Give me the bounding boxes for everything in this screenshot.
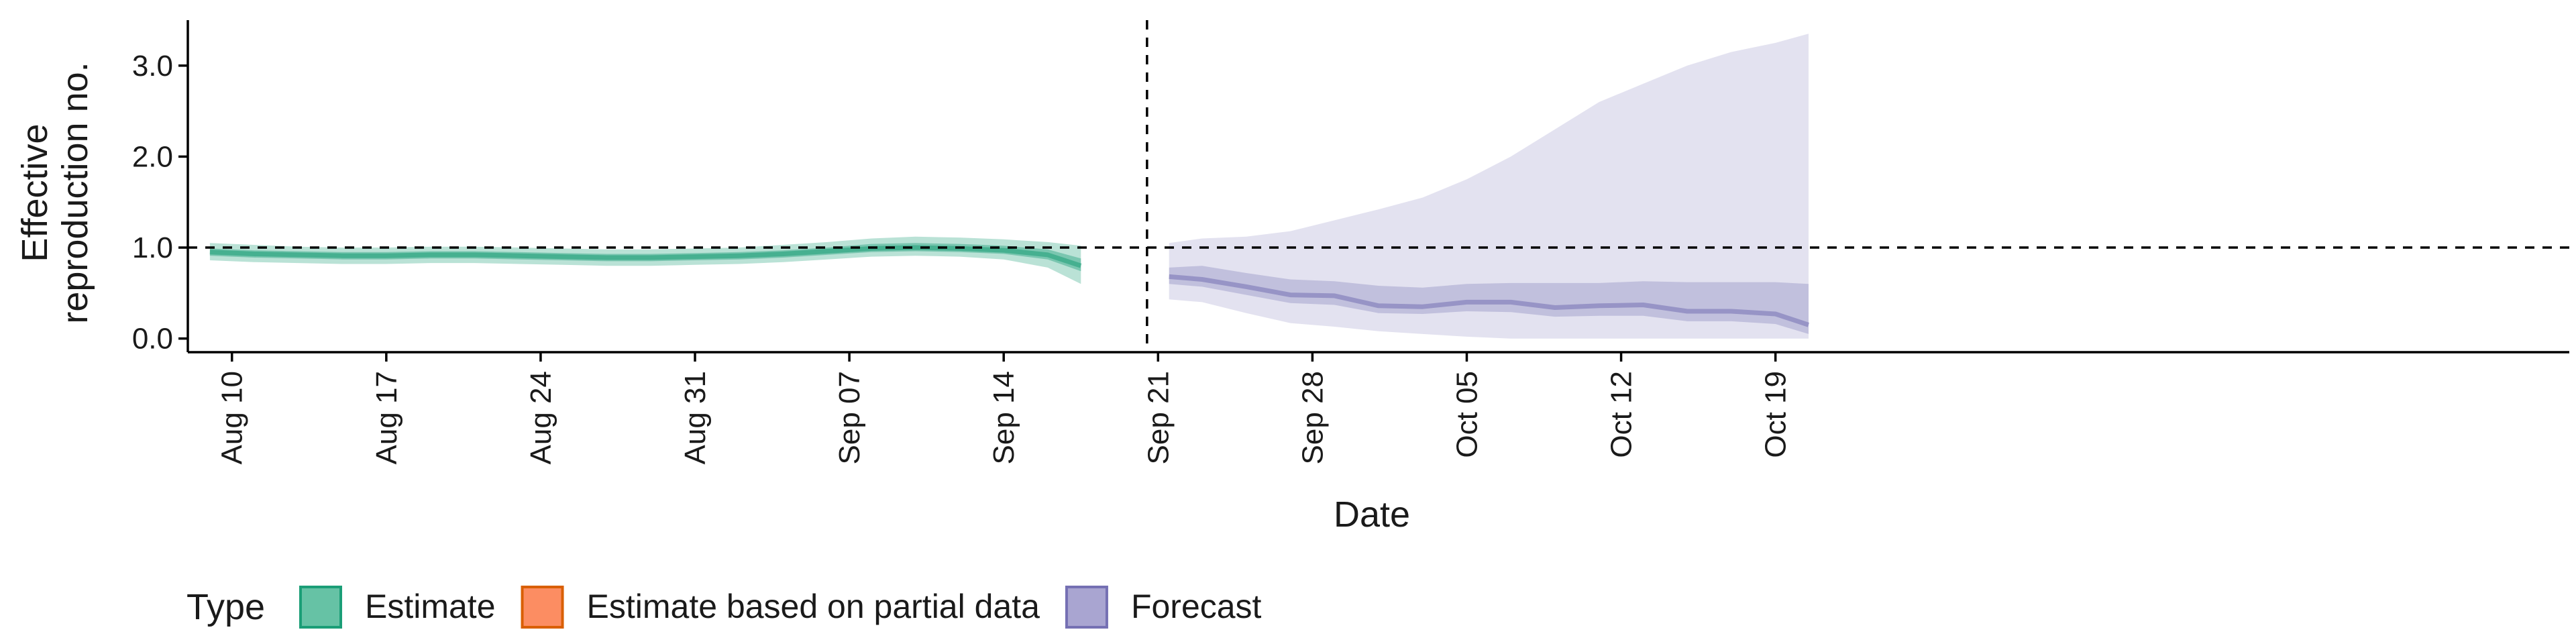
x-tick-label: Oct 19 (1760, 371, 1792, 458)
x-tick-label: Aug 17 (370, 371, 403, 464)
x-tick-label: Sep 21 (1142, 371, 1175, 464)
chart-bands (209, 34, 1810, 339)
x-tick-label: Aug 24 (525, 371, 557, 464)
y-axis-title-line: reproduction no. (55, 62, 95, 323)
x-tick-label: Sep 28 (1296, 371, 1329, 464)
x-tick-label: Sep 07 (833, 371, 866, 464)
forecast-series (1169, 34, 1810, 339)
legend-title: Type (186, 587, 265, 627)
legend-swatch-forecast (1065, 586, 1108, 629)
chart-axes: 0.0 1.0 2.0 3.0 Aug 10 Aug 17 Aug 24 Aug 31 Sep … (15, 20, 2569, 535)
legend-label-estimate-based-on-partial-data: Estimate based on partial data (587, 588, 1040, 625)
estimate-series (209, 236, 1082, 284)
legend-swatch-estimate (299, 586, 342, 629)
x-tick-label: Aug 10 (216, 371, 249, 464)
y-tick-label: 0.0 (132, 323, 173, 356)
legend-label-estimate: Estimate (365, 588, 496, 625)
y-axis-title: Effectivereproduction no. (15, 62, 95, 323)
y-tick-label: 3.0 (132, 50, 173, 83)
x-tick-label: Oct 05 (1450, 371, 1483, 458)
y-axis-title-line: Effective (15, 123, 55, 262)
y-tick-label: 1.0 (132, 231, 173, 264)
x-tick-label: Oct 12 (1605, 371, 1638, 458)
x-axis-title: Date (1334, 494, 1410, 535)
legend-label-forecast: Forecast (1131, 588, 1262, 625)
y-tick-label: 2.0 (132, 140, 173, 173)
x-tick-label: Aug 31 (679, 371, 712, 464)
chart-legend: Type Estimate Estimate based on partial da… (186, 586, 1262, 629)
x-tick-label: Sep 14 (987, 371, 1020, 464)
reference-lines (188, 20, 2569, 352)
forecast-band-90 (1169, 34, 1809, 339)
forecast-median-line (1169, 274, 1810, 327)
legend-swatch-estimate-based-on-partial-data (521, 586, 564, 629)
